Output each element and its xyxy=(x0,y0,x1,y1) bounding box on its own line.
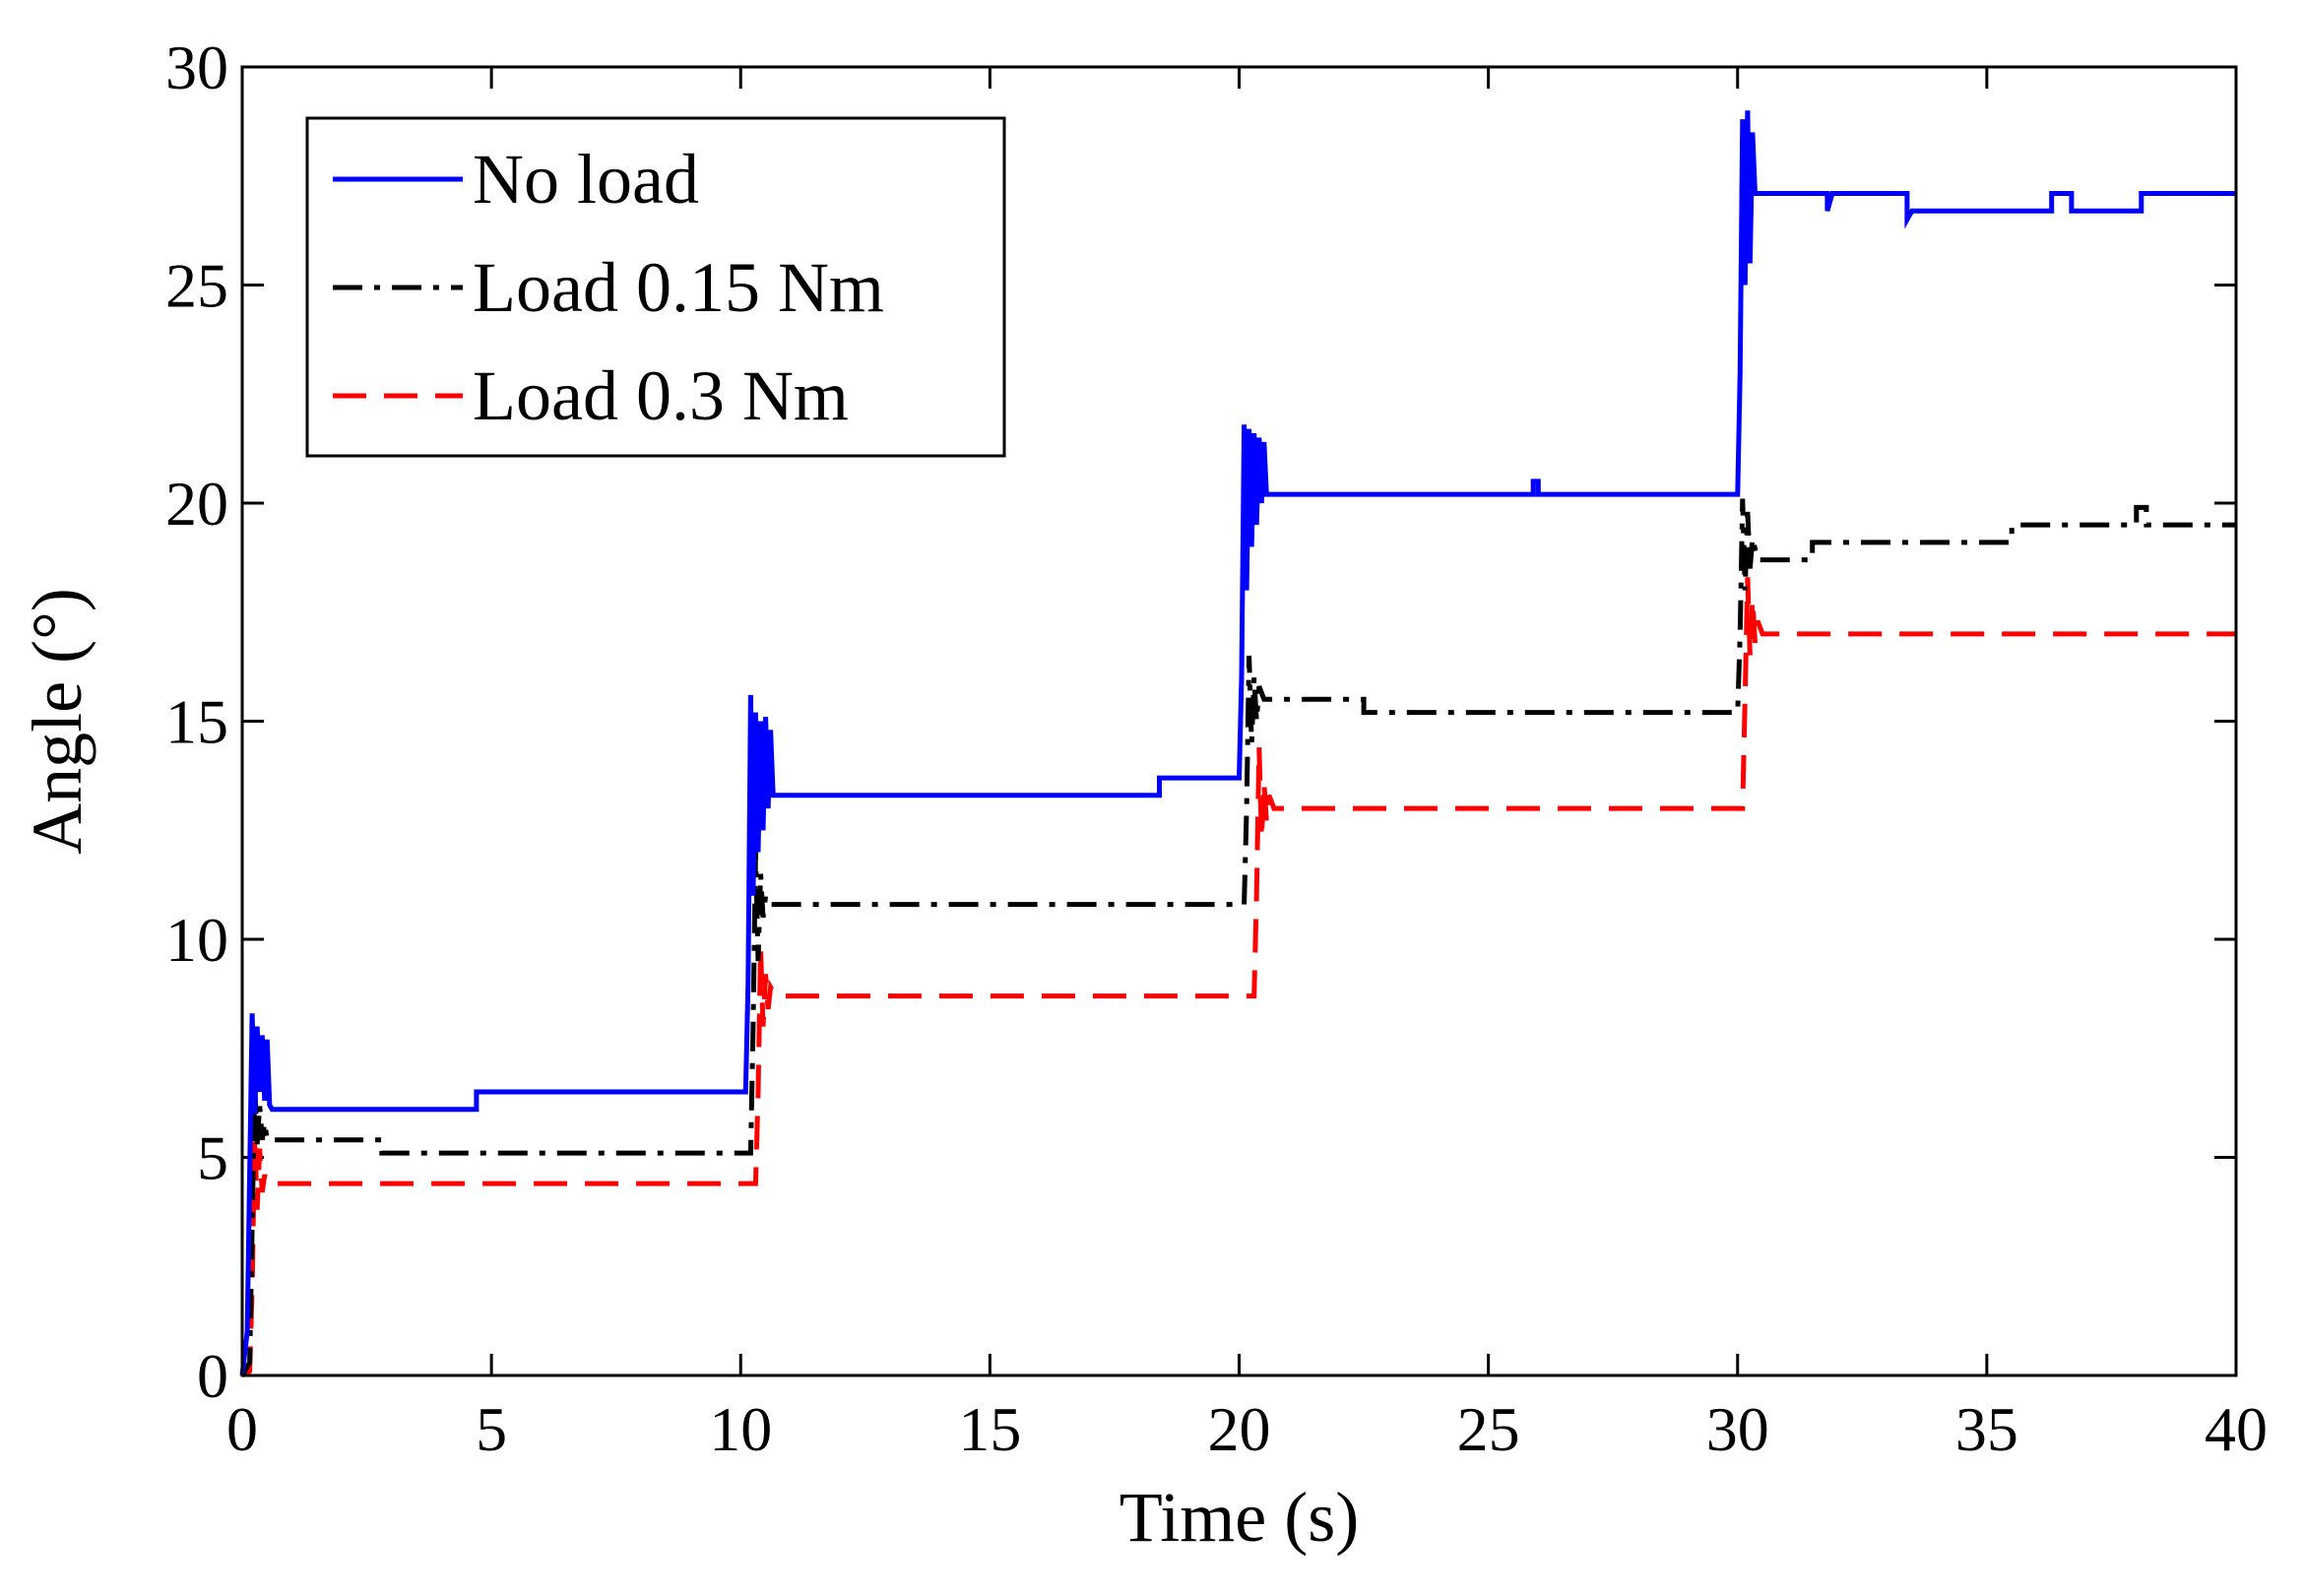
x-tick-label: 5 xyxy=(476,1394,507,1464)
series-line-no-load xyxy=(239,110,2236,1376)
legend-label-no-load: No load xyxy=(473,140,699,219)
y-tick-label: 30 xyxy=(165,32,228,102)
x-axis-title: Time (s) xyxy=(1120,1478,1359,1557)
x-tick-labels: 0 5 10 15 20 25 30 35 40 xyxy=(226,1394,2268,1464)
x-tick-label: 10 xyxy=(709,1394,772,1464)
x-tick-label: 35 xyxy=(1955,1394,2018,1464)
x-tick-label: 0 xyxy=(226,1394,258,1464)
x-tick-label: 30 xyxy=(1706,1394,1769,1464)
y-tick-label: 25 xyxy=(165,251,228,321)
legend-label-load-03: Load 0.3 Nm xyxy=(473,356,849,435)
plot-area-frame xyxy=(240,65,2238,1377)
legend-box xyxy=(305,116,1006,458)
series-line-load-015 xyxy=(239,498,2236,1377)
series-group xyxy=(239,110,2236,1378)
y-tick-labels: 0 5 10 15 20 25 30 xyxy=(165,32,228,1411)
legend: No load Load 0.15 Nm Load 0.3 Nm xyxy=(305,116,1006,458)
legend-label-load-015: Load 0.15 Nm xyxy=(473,248,884,327)
y-axis-title: Angle (°) xyxy=(18,588,96,855)
y-tick-label: 10 xyxy=(165,905,228,975)
y-tick-label: 5 xyxy=(197,1123,228,1193)
x-tick-label: 20 xyxy=(1208,1394,1271,1464)
x-tick-label: 15 xyxy=(958,1394,1021,1464)
y-tick-label: 0 xyxy=(197,1341,228,1411)
series-line-load-03 xyxy=(240,577,2236,1378)
x-tick-label: 25 xyxy=(1457,1394,1520,1464)
x-tick-label: 40 xyxy=(2205,1394,2268,1464)
y-tick-label: 15 xyxy=(165,687,228,757)
y-tick-label: 20 xyxy=(165,469,228,539)
